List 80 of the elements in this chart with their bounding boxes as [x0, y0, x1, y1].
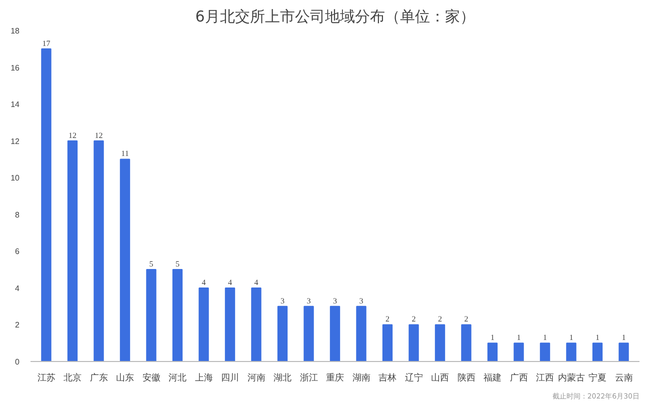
x-tick-label: 北京: [64, 372, 82, 382]
bar: [540, 342, 550, 362]
y-tick-label: 18: [10, 26, 20, 36]
data-label: 2: [464, 314, 468, 324]
bar: [120, 158, 130, 362]
bar: [172, 269, 183, 362]
x-tick-label: 湖北: [274, 372, 292, 382]
data-label: 5: [176, 260, 180, 269]
x-tick-label: 云南: [614, 372, 633, 382]
y-tick-label: 4: [15, 284, 20, 293]
bar: [514, 342, 524, 362]
y-tick-label: 6: [15, 247, 20, 256]
bar: [408, 324, 419, 362]
data-label: 2: [386, 314, 390, 324]
y-tick-label: 12: [10, 136, 20, 146]
data-label: 12: [94, 130, 103, 140]
y-tick-label: 0: [15, 358, 20, 366]
bar: [618, 342, 629, 362]
data-label: 5: [149, 260, 154, 269]
bar: [94, 140, 104, 362]
y-tick-label: 14: [10, 100, 20, 110]
x-tick-label: 辽宁: [404, 372, 423, 382]
chart-title: 6月北交所上市公司地域分布（单位：家）: [195, 8, 475, 26]
x-tick-label: 山东: [116, 372, 134, 382]
bar: [592, 342, 603, 362]
bar: [330, 306, 340, 362]
data-label: 4: [254, 278, 258, 287]
data-label: 3: [359, 296, 364, 306]
bar: [487, 342, 498, 362]
data-label: 1: [543, 333, 547, 342]
data-label: 2: [438, 314, 442, 324]
bar: [434, 324, 446, 362]
data-label: 3: [306, 296, 311, 306]
x-tick-label: 重庆: [326, 372, 344, 382]
bar: [146, 269, 156, 362]
y-tick-label: 16: [10, 63, 20, 72]
bar: [356, 306, 366, 362]
bar: [67, 140, 78, 362]
x-tick-label: 河北: [168, 372, 186, 382]
x-tick-label: 广西: [510, 372, 528, 382]
x-tick-label: 河南: [247, 372, 266, 382]
bar: [566, 342, 576, 362]
x-tick-label: 陕西: [457, 372, 476, 382]
x-tick-label: 福建: [484, 372, 502, 382]
x-tick-label: 江苏: [37, 372, 56, 382]
x-tick-label: 山西: [431, 372, 449, 382]
data-label: 1: [490, 333, 494, 342]
x-tick-label: 吉林: [378, 372, 396, 382]
data-label: 2: [412, 314, 416, 324]
data-label: 1: [596, 333, 600, 342]
x-tick-label: 浙江: [300, 372, 318, 382]
data-label: 3: [333, 296, 337, 306]
x-tick-label: 内蒙古: [558, 372, 585, 382]
bar: [461, 324, 472, 362]
data-label: 12: [68, 130, 76, 140]
x-tick-label: 宁夏: [588, 372, 606, 382]
data-label: 4: [228, 278, 232, 287]
bar: [277, 306, 288, 362]
bar: [41, 48, 52, 362]
bar: [224, 287, 236, 362]
bar: [382, 324, 393, 362]
x-tick-label: 四川: [221, 372, 239, 382]
x-tick-label: 湖南: [352, 372, 370, 382]
data-label: 3: [280, 296, 284, 306]
data-label: 4: [202, 278, 206, 287]
y-tick-label: 8: [15, 210, 20, 220]
y-tick-label: 10: [10, 174, 20, 183]
x-tick-label: 上海: [194, 372, 213, 382]
data-label: 1: [516, 333, 521, 342]
x-tick-label: 江西: [536, 372, 554, 382]
data-label: 1: [569, 333, 574, 342]
x-tick-label: 广东: [90, 372, 108, 382]
bar: [251, 287, 262, 362]
bar: [304, 306, 314, 362]
data-label: 11: [121, 149, 129, 158]
y-tick-label: 2: [15, 320, 20, 330]
x-tick-label: 安徽: [142, 372, 160, 382]
bar: [198, 287, 209, 362]
data-label: 17: [42, 38, 50, 48]
data-label: 1: [622, 333, 626, 342]
